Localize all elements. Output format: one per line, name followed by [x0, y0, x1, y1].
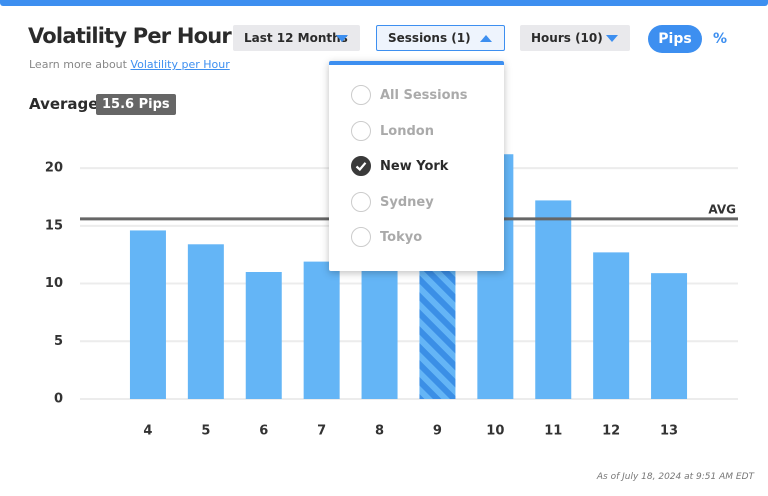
session-option[interactable]: Tokyo	[351, 227, 491, 249]
average-title: Average	[29, 95, 99, 113]
x-tick-label: 13	[660, 424, 678, 439]
unit-toggle[interactable]: %	[712, 31, 728, 47]
hours-label: Hours (10)	[531, 31, 603, 45]
option-label: All Sessions	[380, 88, 468, 103]
learn-more-text: Learn more about	[29, 58, 127, 71]
option-label: London	[380, 123, 434, 139]
bar	[303, 261, 340, 399]
y-tick-label: 10	[45, 276, 63, 291]
period-label: Last 12 Months	[244, 31, 348, 45]
y-tick-label: 20	[45, 161, 63, 176]
x-tick-label: 11	[544, 424, 562, 439]
arrow	[336, 35, 348, 42]
unit-toggle[interactable]: Pips	[648, 25, 702, 53]
check	[355, 162, 367, 172]
average-line-label: AVG	[708, 202, 736, 216]
bar	[651, 273, 688, 399]
bar	[361, 254, 398, 399]
y-tick-label: 5	[54, 334, 63, 349]
title: Volatility Per Hour	[28, 24, 232, 48]
x-tick-label: 4	[143, 424, 152, 439]
x-tick-label: 8	[375, 424, 384, 439]
x-tick-label: 10	[486, 424, 504, 439]
checkbox	[351, 85, 371, 105]
learn-more-link[interactable]: Volatility per Hour	[130, 58, 230, 71]
option-label: New York	[380, 159, 449, 174]
learn-more: Learn more about Volatility per Hour	[29, 58, 230, 71]
sessions-dropdown: All Sessions London New York Sydney Tokyo	[329, 61, 504, 271]
average-badge: 15.6 Pips	[96, 94, 176, 115]
session-option[interactable]: London	[351, 120, 491, 143]
x-tick-label: 7	[317, 424, 326, 439]
bar	[129, 230, 166, 399]
bar	[419, 248, 456, 399]
period-select[interactable]: Last 12 Months	[233, 25, 360, 51]
x-tick-label: 5	[201, 424, 210, 439]
sessions-label: Sessions (1)	[388, 31, 471, 45]
top-bar	[0, 0, 768, 6]
checkbox	[351, 227, 371, 247]
x-tick-label: 12	[602, 424, 620, 439]
x-tick-label: 9	[433, 424, 442, 439]
session-option[interactable]: New York	[351, 156, 491, 178]
bar	[187, 244, 224, 399]
arrow	[606, 35, 618, 42]
hours-select[interactable]: Hours (10)	[520, 25, 630, 51]
checkbox	[351, 191, 371, 212]
checkbox	[351, 120, 371, 141]
checkbox	[351, 156, 371, 176]
x-tick-label: 6	[259, 424, 268, 439]
arrow	[480, 35, 492, 42]
bar	[245, 272, 282, 399]
y-tick-label: 0	[54, 392, 63, 407]
check-icon	[355, 162, 367, 172]
footer: As of July 18, 2024 at 9:51 AM EDT	[596, 472, 754, 482]
y-tick-label: 15	[45, 218, 63, 233]
option-label: Sydney	[380, 194, 434, 210]
session-option[interactable]: Sydney	[351, 191, 491, 214]
bar	[593, 252, 630, 399]
sessions-select[interactable]: Sessions (1)	[376, 25, 505, 51]
bar	[535, 200, 572, 399]
session-option[interactable]: All Sessions	[351, 85, 491, 107]
option-label: Tokyo	[380, 230, 423, 245]
